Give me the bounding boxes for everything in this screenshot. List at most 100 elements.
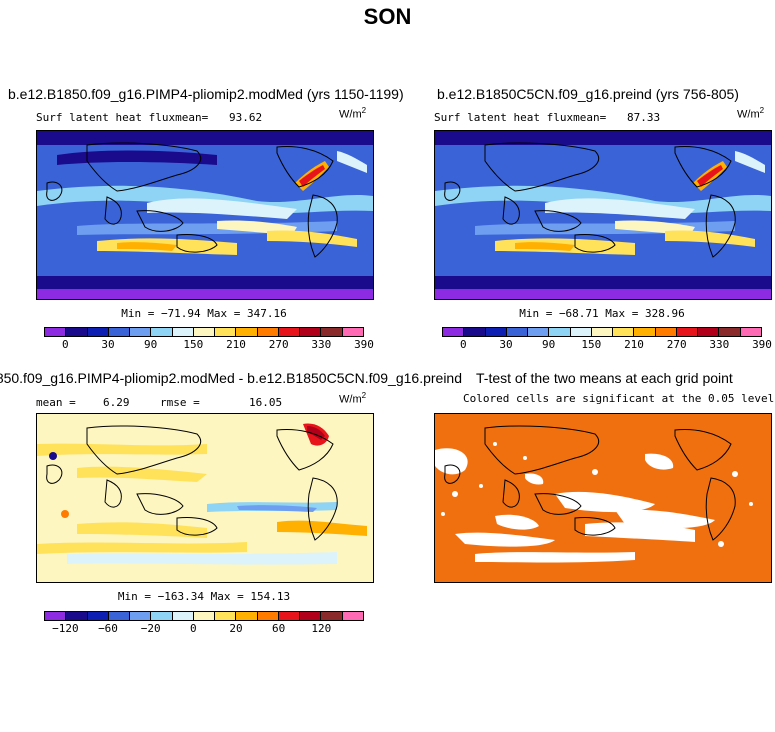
panel4-subtitle: Colored cells are significant at the 0.0… bbox=[463, 392, 775, 405]
panel2-title: b.e12.B1850C5CN.f09_g16.preind (yrs 756-… bbox=[437, 86, 739, 102]
panel1-map-svg bbox=[37, 131, 373, 299]
panel2-mean-value: 87.33 bbox=[627, 111, 661, 124]
colorbar-box bbox=[257, 612, 279, 620]
panel4-map-svg bbox=[435, 414, 771, 582]
colorbar-tick-label: 0 bbox=[190, 622, 197, 635]
colorbar-box bbox=[215, 612, 237, 620]
colorbar-box bbox=[130, 612, 152, 620]
panel1-units: W/m2 bbox=[339, 106, 367, 121]
colorbar-tick-label: 90 bbox=[542, 338, 556, 351]
colorbar-tick-label: 20 bbox=[229, 622, 243, 635]
colorbar-box bbox=[236, 328, 258, 336]
colorbar-tick-label: 150 bbox=[183, 338, 204, 351]
colorbar-box bbox=[236, 612, 258, 620]
colorbar-tick-label: 390 bbox=[354, 338, 374, 351]
panel1-mean-label: Surf latent heat fluxmean= bbox=[36, 111, 209, 124]
colorbar-tick-label: 210 bbox=[226, 338, 246, 351]
panel1-map bbox=[36, 130, 374, 300]
colorbar-tick-label: −60 bbox=[98, 622, 118, 635]
colorbar-tick-label: 330 bbox=[311, 338, 332, 351]
colorbar-box bbox=[151, 328, 173, 336]
colorbar-box bbox=[464, 328, 486, 336]
panel3-units: W/m2 bbox=[339, 391, 367, 406]
colorbar-box bbox=[172, 328, 194, 336]
colorbar-box bbox=[193, 328, 216, 336]
figure-title: SON bbox=[363, 4, 412, 29]
colorbar-box bbox=[549, 328, 571, 336]
colorbar-tick-label: 390 bbox=[752, 338, 772, 351]
colorbar-tick-label: 210 bbox=[624, 338, 644, 351]
colorbar-tick-label: 60 bbox=[272, 622, 286, 635]
colorbar-box bbox=[130, 328, 152, 336]
colorbar-box bbox=[342, 328, 363, 336]
panel3-map-svg bbox=[37, 414, 373, 582]
colorbar-box bbox=[443, 328, 465, 336]
colorbar-box bbox=[591, 328, 614, 336]
panel3-stats: Min = −163.34 Max = 154.13 bbox=[117, 590, 291, 603]
colorbar-box bbox=[108, 612, 131, 620]
panel2-colorbar bbox=[442, 327, 762, 337]
colorbar-tick-label: 120 bbox=[311, 622, 332, 635]
colorbar-box bbox=[45, 612, 67, 620]
colorbar-box bbox=[87, 328, 109, 336]
panel2-map-svg bbox=[435, 131, 771, 299]
colorbar-box bbox=[257, 328, 279, 336]
colorbar-tick-label: 270 bbox=[268, 338, 289, 351]
colorbar-tick-label: 30 bbox=[499, 338, 513, 351]
colorbar-box bbox=[87, 612, 109, 620]
panel2-units: W/m2 bbox=[737, 106, 765, 121]
panel1-colorbar-ticks: 0 30 90 150 210 270 330 390 bbox=[44, 338, 374, 352]
panel1-colorbar bbox=[44, 327, 364, 337]
colorbar-tick-label: 0 bbox=[460, 338, 467, 351]
colorbar-tick-label: 330 bbox=[709, 338, 730, 351]
panel3-colorbar bbox=[44, 611, 364, 621]
colorbar-box bbox=[300, 612, 322, 620]
panel3-rmse-value: 16.05 bbox=[249, 396, 283, 409]
colorbar-box bbox=[528, 328, 550, 336]
panel2-stats: Min = −68.71 Max = 328.96 bbox=[519, 307, 685, 320]
panel3-colorbar-ticks: −120 −60 −20 0 20 60 120 bbox=[44, 622, 364, 636]
colorbar-tick-label: 0 bbox=[62, 338, 69, 351]
colorbar-box bbox=[300, 328, 322, 336]
colorbar-box bbox=[698, 328, 720, 336]
panel3-map bbox=[36, 413, 374, 583]
colorbar-box bbox=[66, 612, 88, 620]
colorbar-box bbox=[108, 328, 131, 336]
panel1-stats: Min = −71.94 Max = 347.16 bbox=[121, 307, 287, 320]
panel3-mean-label: mean = bbox=[36, 396, 76, 409]
colorbar-box bbox=[613, 328, 635, 336]
panel3-mean-value: 6.29 bbox=[103, 396, 130, 409]
colorbar-box bbox=[278, 612, 301, 620]
colorbar-box bbox=[321, 612, 343, 620]
colorbar-box bbox=[506, 328, 529, 336]
colorbar-box bbox=[676, 328, 699, 336]
colorbar-tick-label: −120 bbox=[52, 622, 79, 635]
colorbar-box bbox=[193, 612, 216, 620]
colorbar-tick-label: −20 bbox=[140, 622, 161, 635]
colorbar-tick-label: 270 bbox=[666, 338, 687, 351]
panel4-map bbox=[434, 413, 772, 583]
colorbar-box bbox=[740, 328, 761, 336]
panel4-title: T-test of the two means at each grid poi… bbox=[476, 370, 733, 386]
panel1-mean-value: 93.62 bbox=[229, 111, 263, 124]
panel3-title: b.e12.B1850.f09_g16.PIMP4-pliomip2.modMe… bbox=[0, 370, 462, 386]
colorbar-box bbox=[321, 328, 343, 336]
colorbar-box bbox=[655, 328, 677, 336]
panel1-title: b.e12.B1850.f09_g16.PIMP4-pliomip2.modMe… bbox=[8, 86, 404, 102]
colorbar-box bbox=[66, 328, 88, 336]
colorbar-box bbox=[485, 328, 507, 336]
colorbar-box bbox=[719, 328, 741, 336]
panel3-title-clip: b.e12.B1850.f09_g16.PIMP4-pliomip2.modMe… bbox=[0, 370, 468, 390]
colorbar-box bbox=[278, 328, 301, 336]
colorbar-box bbox=[570, 328, 592, 336]
colorbar-box bbox=[342, 612, 363, 620]
panel2-colorbar-ticks: 0 30 90 150 210 270 330 390 bbox=[442, 338, 772, 352]
colorbar-tick-label: 30 bbox=[101, 338, 115, 351]
colorbar-box bbox=[215, 328, 237, 336]
colorbar-box bbox=[172, 612, 194, 620]
panel3-rmse-label: rmse = bbox=[160, 396, 200, 409]
colorbar-tick-label: 150 bbox=[581, 338, 602, 351]
colorbar-box bbox=[634, 328, 656, 336]
panel2-map bbox=[434, 130, 772, 300]
colorbar-box bbox=[45, 328, 67, 336]
